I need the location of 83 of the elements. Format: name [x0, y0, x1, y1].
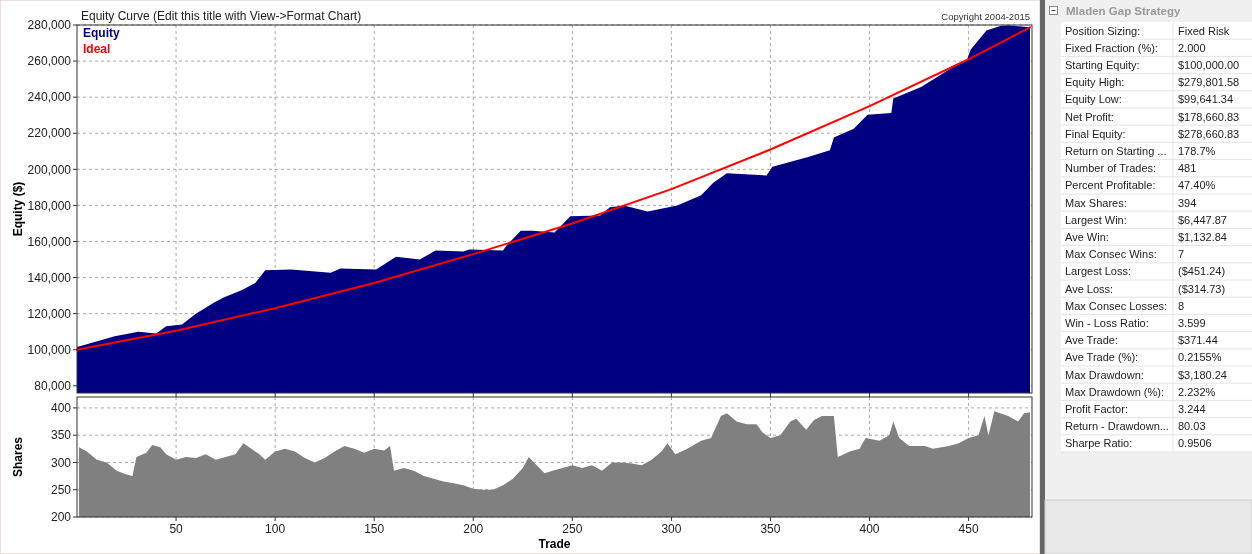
x-axis-title: Trade — [538, 537, 571, 551]
text: Ideal — [83, 42, 111, 56]
text: ($451.24) — [1178, 265, 1226, 278]
category-label: Ave Loss: — [1065, 282, 1114, 295]
text: $99,641.34 — [1178, 93, 1234, 106]
category-label: Max Drawdown: — [1065, 368, 1144, 381]
category-label: Number of Trades: — [1065, 162, 1157, 175]
text: 394 — [1178, 196, 1197, 209]
y-tick-label: 180,000 — [27, 198, 72, 213]
y-tick-label: 200,000 — [27, 162, 72, 177]
text: 3.599 — [1178, 316, 1206, 329]
text: ($314.73) — [1178, 282, 1226, 295]
y-tick-label: 260,000 — [27, 54, 72, 69]
category-label: Max Consec Losses: — [1065, 299, 1168, 312]
category-label: Max Consec Wins: — [1065, 248, 1157, 261]
text: 3.244 — [1178, 402, 1206, 415]
x-tick-label: 300 — [661, 522, 682, 536]
category-label: Ave Win: — [1065, 230, 1109, 243]
x-tick-label: 250 — [562, 522, 583, 536]
category-label: Return - Drawdown... — [1065, 420, 1169, 433]
category-label: Win - Loss Ratio: — [1065, 316, 1149, 329]
y-tick-label: 200 — [50, 510, 72, 525]
category-label: Ave Trade (%): — [1065, 351, 1139, 364]
category-label: Largest Loss: — [1065, 265, 1132, 278]
x-tick-label: 150 — [364, 522, 385, 536]
text: $178,660.83 — [1178, 110, 1240, 123]
x-tick-label: 50 — [169, 522, 184, 536]
x-tick-label: 450 — [958, 522, 979, 536]
x-tick-label: 400 — [859, 522, 880, 536]
text: 7 — [1178, 248, 1185, 261]
text: Equity — [83, 26, 120, 40]
text: $1,132.84 — [1178, 230, 1227, 243]
category-label: Starting Equity: — [1065, 58, 1140, 71]
text: 47.40% — [1178, 179, 1216, 192]
y-tick-label: 250 — [50, 482, 72, 497]
category-label: Percent Profitable: — [1065, 179, 1156, 192]
text: $3,180.24 — [1178, 368, 1227, 381]
x-tick-label: 200 — [463, 522, 484, 536]
y-tick-label: 350 — [50, 428, 72, 443]
category-label: Equity High: — [1065, 76, 1125, 89]
category-label: Fixed Fraction (%): — [1065, 41, 1158, 54]
category-label: Return on Starting ... — [1065, 144, 1167, 157]
text: $278,660.83 — [1178, 127, 1240, 140]
y-tick-label: 80,000 — [34, 378, 72, 393]
text: Mladen Gap Strategy — [1066, 5, 1181, 17]
y-tick-label: 220,000 — [27, 126, 72, 141]
category-label: Largest Win: — [1065, 213, 1127, 226]
text: $100,000.00 — [1178, 58, 1240, 71]
y-tick-label: 120,000 — [27, 306, 72, 321]
y-tick-label: 300 — [50, 455, 72, 470]
x-tick-label: 350 — [760, 522, 781, 536]
x-tick-label: 100 — [265, 522, 286, 536]
category-label: Max Shares: — [1065, 196, 1127, 209]
category-label: Sharpe Ratio: — [1065, 437, 1133, 450]
text: $279,801.58 — [1178, 76, 1240, 89]
text: 8 — [1178, 299, 1185, 312]
text: 2.232% — [1178, 385, 1216, 398]
y-tick-label: 160,000 — [27, 234, 72, 249]
category-label: Equity Low: — [1065, 93, 1122, 106]
text: 0.9506 — [1178, 437, 1212, 450]
y-tick-label: 140,000 — [27, 270, 72, 285]
text: Copyright 2004-2015 — [941, 11, 1030, 22]
y-tick-label: 400 — [50, 401, 72, 416]
y-axis-title: Shares — [11, 436, 25, 478]
text: 481 — [1178, 162, 1197, 175]
y-tick-label: 280,000 — [27, 18, 72, 33]
text: 178.7% — [1178, 144, 1216, 157]
y-tick-label: 240,000 — [27, 90, 72, 105]
y-tick-label: 100,000 — [27, 342, 72, 357]
text: 2.000 — [1178, 41, 1206, 54]
text: $6,447.87 — [1178, 213, 1227, 226]
category-label: Net Profit: — [1065, 110, 1114, 123]
category-label: Max Drawdown (%): — [1065, 385, 1165, 398]
text: 0.2155% — [1178, 351, 1222, 364]
category-label: Final Equity: — [1065, 127, 1126, 140]
category-label: Profit Factor: — [1065, 402, 1128, 415]
category-label: Position Sizing: — [1065, 24, 1141, 37]
text: $371.44 — [1178, 334, 1218, 347]
y-axis-title: Equity ($) — [11, 181, 25, 237]
text: Fixed Risk — [1178, 24, 1230, 37]
text: 80.03 — [1178, 420, 1206, 433]
category-label: Ave Trade: — [1065, 334, 1118, 347]
chart-title: Equity Curve (Edit this title with View->Format Chart) — [81, 9, 362, 23]
